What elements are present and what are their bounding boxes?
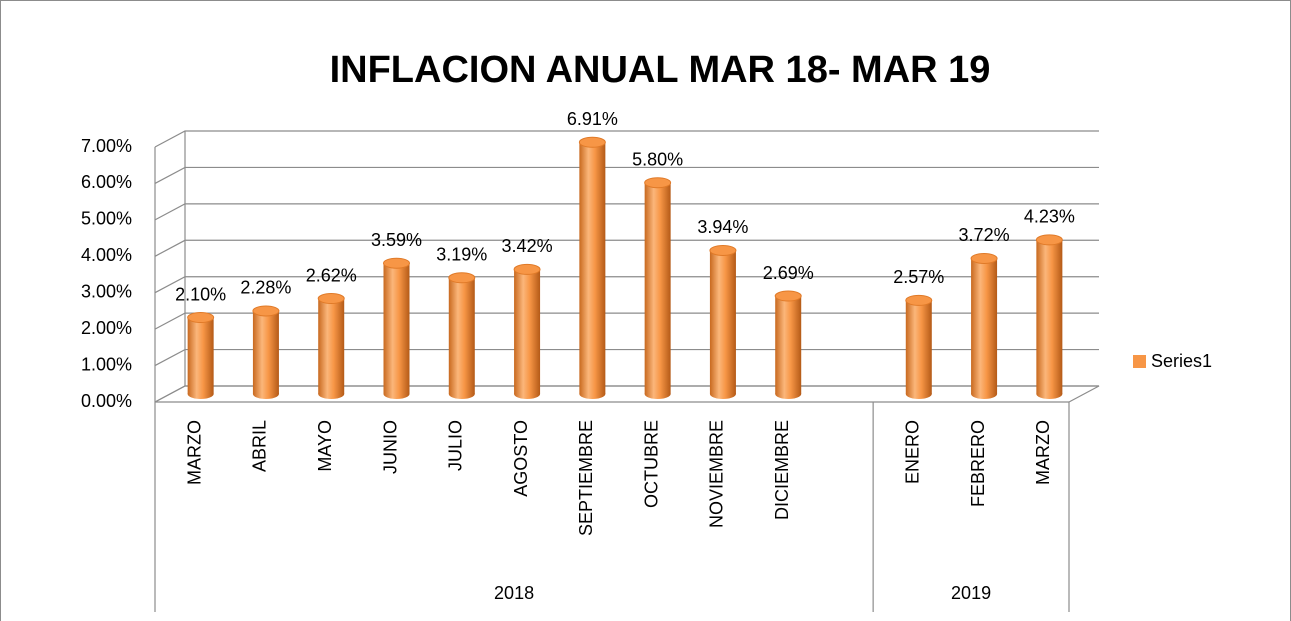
grid-line bbox=[154, 276, 1099, 294]
data-label: 3.42% bbox=[502, 236, 553, 256]
bar bbox=[971, 258, 998, 394]
x-tick-label: FEBRERO bbox=[968, 420, 988, 507]
x-tick-label: OCTUBRE bbox=[641, 420, 661, 508]
x-tick-label: AGOSTO bbox=[511, 420, 531, 497]
x-tick-label: DICIEMBRE bbox=[772, 420, 792, 520]
cylinder-top bbox=[513, 263, 541, 275]
cylinder-top bbox=[1035, 234, 1063, 246]
bar bbox=[709, 250, 736, 394]
x-tick-label: JUNIO bbox=[380, 420, 400, 474]
bar bbox=[448, 277, 475, 394]
data-label: 2.69% bbox=[763, 263, 814, 283]
group-label: 2018 bbox=[494, 583, 534, 603]
data-label: 5.80% bbox=[632, 149, 683, 169]
legend-swatch bbox=[1133, 355, 1146, 368]
cylinder-top bbox=[905, 294, 933, 306]
cylinder-top bbox=[644, 177, 672, 189]
x-tick-label: JULIO bbox=[446, 420, 466, 471]
bar bbox=[252, 310, 279, 394]
bar bbox=[318, 298, 345, 394]
data-label: 3.94% bbox=[697, 217, 748, 237]
legend-label: Series1 bbox=[1151, 351, 1212, 371]
grid-line bbox=[154, 203, 1099, 221]
y-tick-label: 2.00% bbox=[81, 318, 132, 338]
bar bbox=[579, 142, 606, 394]
bar bbox=[905, 300, 932, 394]
x-tick-label: MARZO bbox=[1033, 420, 1053, 485]
bar bbox=[1036, 239, 1063, 394]
grid-line bbox=[154, 166, 1099, 184]
data-label: 2.28% bbox=[240, 278, 291, 298]
data-label: 3.19% bbox=[436, 245, 487, 265]
bar bbox=[514, 269, 541, 394]
data-label: 6.91% bbox=[567, 109, 618, 129]
cylinder-top bbox=[709, 244, 737, 256]
cylinder-top bbox=[578, 136, 606, 148]
grid-line bbox=[154, 239, 1099, 257]
bar bbox=[383, 263, 410, 394]
data-label: 2.62% bbox=[306, 265, 357, 285]
y-tick-label: 1.00% bbox=[81, 354, 132, 374]
cylinder-top bbox=[317, 293, 345, 305]
x-tick-label: ENERO bbox=[903, 420, 923, 484]
cylinder-top bbox=[383, 257, 410, 269]
group-label: 2019 bbox=[951, 583, 991, 603]
y-tick-label: 0.00% bbox=[81, 391, 132, 411]
x-tick-label: SEPTIEMBRE bbox=[576, 420, 596, 536]
bar bbox=[775, 296, 802, 394]
data-label: 3.59% bbox=[371, 230, 422, 250]
x-tick-label: MARZO bbox=[184, 420, 204, 485]
cylinder-top bbox=[970, 252, 998, 264]
bar bbox=[644, 182, 671, 394]
y-tick-label: 6.00% bbox=[81, 172, 132, 192]
cylinder-top bbox=[448, 272, 476, 284]
y-tick-label: 3.00% bbox=[81, 281, 132, 301]
bar bbox=[187, 317, 214, 394]
data-label: 4.23% bbox=[1024, 207, 1075, 227]
y-tick-label: 5.00% bbox=[81, 209, 132, 229]
data-label: 2.57% bbox=[893, 267, 944, 287]
cylinder-top bbox=[187, 312, 215, 323]
cylinder-top bbox=[774, 290, 802, 302]
chart-title: INFLACION ANUAL MAR 18- MAR 19 bbox=[330, 49, 991, 91]
y-tick-label: 7.00% bbox=[81, 136, 132, 156]
x-tick-label: ABRIL bbox=[250, 420, 270, 472]
data-label: 3.72% bbox=[959, 225, 1010, 245]
cylinder-top bbox=[252, 305, 280, 317]
y-tick-label: 4.00% bbox=[81, 245, 132, 265]
data-label: 2.10% bbox=[175, 284, 226, 304]
x-tick-label: NOVIEMBRE bbox=[707, 420, 727, 528]
grid-line bbox=[154, 130, 1099, 148]
x-tick-label: MAYO bbox=[315, 420, 335, 472]
